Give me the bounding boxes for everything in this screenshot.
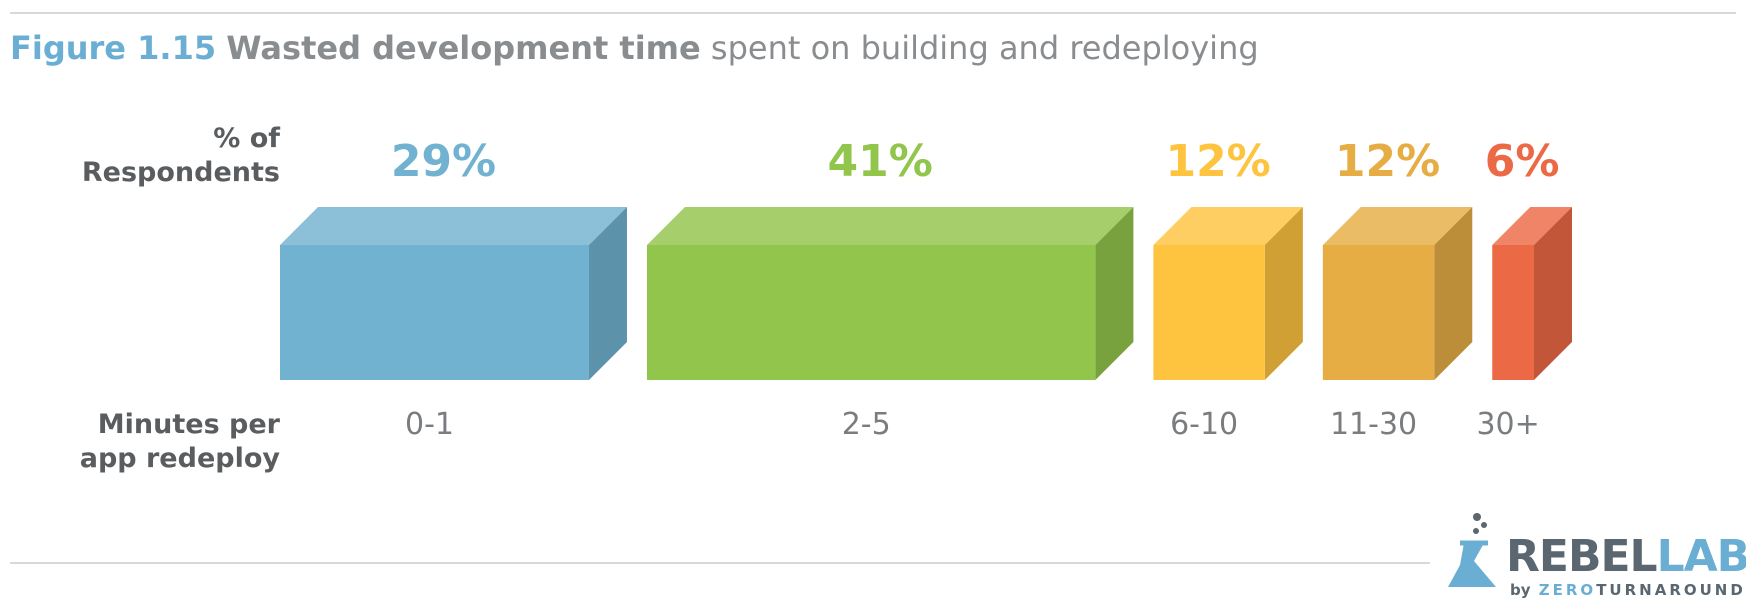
bar-side-6-10 (1264, 207, 1303, 380)
category-label-6-10: 6-10 (1170, 407, 1238, 442)
bar-0-1 (280, 245, 589, 380)
category-label-0-1: 0-1 (405, 407, 454, 442)
brand-name: REBELLABS (1506, 531, 1746, 582)
flask-icon (1448, 513, 1496, 587)
figure-title: Figure 1.15 Wasted development time spen… (10, 28, 1259, 68)
figure-title-main: Wasted development time (226, 29, 701, 67)
bar-top-11-30 (1322, 207, 1473, 245)
bar-side-2-5 (1095, 207, 1134, 380)
value-label-2-5: 41% (828, 136, 933, 187)
value-label-6-10: 12% (1165, 136, 1270, 187)
top-divider (10, 12, 1736, 14)
bar-side-11-30 (1434, 207, 1473, 380)
bar-top-0-1 (280, 207, 627, 245)
bar-11-30 (1322, 245, 1435, 380)
category-label-30+: 30+ (1476, 407, 1539, 442)
figure-number: Figure 1.15 (10, 29, 217, 67)
bottom-divider (10, 562, 1430, 564)
value-label-0-1: 29% (391, 136, 496, 187)
bar-top-6-10 (1153, 207, 1303, 245)
bar-top-30+ (1492, 207, 1572, 245)
bar-side-0-1 (588, 207, 627, 380)
minutes-row-label: Minutes per app redeploy (79, 409, 280, 474)
bar-side-30+ (1534, 207, 1572, 380)
value-label-30+: 6% (1485, 136, 1560, 187)
bar-30+ (1492, 245, 1534, 380)
percent-row-label: % of Respondents (81, 123, 280, 188)
brand-byline: by ZEROTURNAROUND (1510, 581, 1746, 599)
bar-6-10 (1153, 245, 1265, 380)
category-label-11-30: 11-30 (1330, 407, 1417, 442)
bar-top-2-5 (646, 207, 1134, 245)
category-label-2-5: 2-5 (842, 407, 891, 442)
bar-2-5 (646, 245, 1096, 380)
rebellabs-logo: REBELLABS by ZEROTURNAROUND (1440, 505, 1746, 599)
figure-title-sub: spent on building and redeploying (710, 29, 1259, 67)
value-label-11-30: 12% (1335, 136, 1440, 187)
